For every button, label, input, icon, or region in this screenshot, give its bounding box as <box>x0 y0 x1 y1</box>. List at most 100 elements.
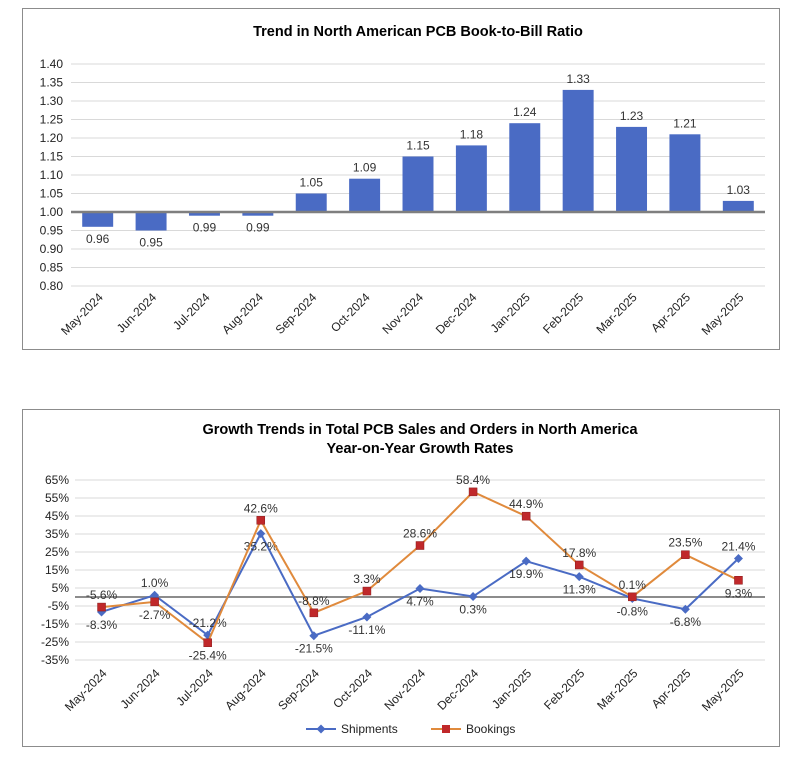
x-tick-label: May-2025 <box>699 290 747 338</box>
bar <box>669 134 701 212</box>
bookings-point <box>203 638 212 647</box>
bookings-data-label: 17.8% <box>562 546 596 560</box>
shipments-point <box>309 631 319 641</box>
x-tick-label: Jan-2025 <box>488 290 534 336</box>
y-tick-label: 1.00 <box>40 205 64 219</box>
bar <box>349 178 381 212</box>
shipments-point <box>733 553 743 563</box>
y-tick-label: 1.15 <box>40 150 64 164</box>
x-tick-label: May-2025 <box>699 666 747 714</box>
bookings-data-label: 3.3% <box>353 572 381 586</box>
y-tick-label: 35% <box>45 527 69 541</box>
growth-trends-line-chart: Growth Trends in Total PCB Sales and Ord… <box>41 422 765 736</box>
x-tick-label: Jun-2024 <box>114 290 160 336</box>
shipments-point <box>150 590 160 600</box>
bar <box>616 126 648 212</box>
y-tick-label: -5% <box>48 599 70 613</box>
bookings-point <box>734 576 743 585</box>
chart-subtitle: Year-on-Year Growth Rates <box>327 441 514 457</box>
legend-shipments-label: Shipments <box>341 722 398 736</box>
bar-data-label: 1.21 <box>673 116 697 130</box>
book-to-bill-chart-panel: Trend in North American PCB Book-to-Bill… <box>22 8 780 350</box>
shipments-point <box>574 572 584 582</box>
y-tick-label: 65% <box>45 473 69 487</box>
y-tick-label: 45% <box>45 509 69 523</box>
y-tick-label: 55% <box>45 491 69 505</box>
bar-data-label: 1.23 <box>620 109 644 123</box>
legend-bookings-marker <box>442 725 450 733</box>
bar-data-label: 1.33 <box>566 72 590 86</box>
chart-title: Growth Trends in Total PCB Sales and Ord… <box>202 422 638 438</box>
x-tick-label: Apr-2025 <box>649 666 694 711</box>
x-tick-label: Oct-2024 <box>328 290 373 335</box>
x-tick-label: Aug-2024 <box>222 666 269 713</box>
bookings-point <box>521 511 531 521</box>
bookings-point <box>415 541 425 550</box>
shipments-point <box>521 556 531 566</box>
y-tick-label: 1.40 <box>40 57 64 71</box>
bar <box>242 212 274 216</box>
x-tick-label: Oct-2024 <box>330 666 375 711</box>
y-tick-label: 1.05 <box>40 187 64 201</box>
y-tick-label: 1.30 <box>40 94 64 108</box>
shipments-point <box>680 604 690 614</box>
y-tick-label: 0.90 <box>40 242 64 256</box>
y-tick-label: -35% <box>41 653 69 667</box>
shipments-data-label: 1.0% <box>141 576 169 590</box>
bar <box>722 200 754 212</box>
bar <box>135 212 167 231</box>
x-tick-label: Nov-2024 <box>381 666 428 713</box>
bar <box>295 193 327 212</box>
x-tick-label: Nov-2024 <box>379 290 426 337</box>
shipments-data-label: 0.3% <box>459 602 487 616</box>
bookings-point <box>362 586 372 596</box>
bookings-point <box>309 608 319 618</box>
bookings-data-label: -8.8% <box>298 594 330 608</box>
shipments-point <box>362 612 372 622</box>
x-tick-label: Feb-2025 <box>541 666 587 712</box>
shipments-point <box>468 591 478 601</box>
shipments-data-label: 19.9% <box>509 567 543 581</box>
bookings-point <box>97 602 106 612</box>
shipments-point <box>415 584 425 594</box>
shipments-data-label: 21.4% <box>721 539 755 553</box>
bar <box>562 89 594 212</box>
bookings-point <box>256 516 266 525</box>
bar-data-label: 0.99 <box>246 221 270 235</box>
shipments-point <box>256 529 266 539</box>
shipments-data-label: 4.7% <box>406 595 434 609</box>
legend-shipments-marker <box>316 724 326 734</box>
y-tick-label: 1.35 <box>40 76 64 90</box>
x-tick-label: Sep-2024 <box>275 666 322 713</box>
bookings-data-label: 23.5% <box>668 536 702 550</box>
bar <box>82 212 114 227</box>
bar-data-label: 1.03 <box>727 183 751 197</box>
y-tick-label: 0.95 <box>40 224 64 238</box>
bookings-point <box>628 592 637 602</box>
shipments-data-label: -21.5% <box>295 642 333 656</box>
x-tick-label: Jan-2025 <box>489 666 535 712</box>
bookings-data-label: 0.1% <box>619 578 647 592</box>
y-tick-label: 0.80 <box>40 279 64 293</box>
bar <box>188 212 220 216</box>
x-tick-label: May-2024 <box>62 666 110 714</box>
bookings-point <box>468 487 478 497</box>
legend-bookings-label: Bookings <box>466 722 515 736</box>
bar-data-label: 1.15 <box>406 139 430 153</box>
y-tick-label: -25% <box>41 635 69 649</box>
shipments-data-label: -8.3% <box>86 618 118 632</box>
bar-data-label: 0.99 <box>193 221 217 235</box>
shipments-data-label: -6.8% <box>670 615 702 629</box>
shipments-data-label: 11.3% <box>563 583 596 597</box>
bar-data-label: 1.24 <box>513 105 537 119</box>
x-tick-label: Aug-2024 <box>219 290 266 337</box>
x-tick-label: Mar-2025 <box>594 666 640 712</box>
bookings-data-label: 44.9% <box>509 497 543 511</box>
x-tick-label: Jul-2024 <box>170 290 213 333</box>
bookings-data-label: -5.6% <box>86 588 118 602</box>
x-tick-label: May-2024 <box>58 290 106 338</box>
bar <box>402 156 434 212</box>
bookings-data-label: -25.4% <box>189 649 227 663</box>
shipments-data-label: -0.8% <box>617 604 649 618</box>
book-to-bill-bar-chart: Trend in North American PCB Book-to-Bill… <box>40 24 765 338</box>
